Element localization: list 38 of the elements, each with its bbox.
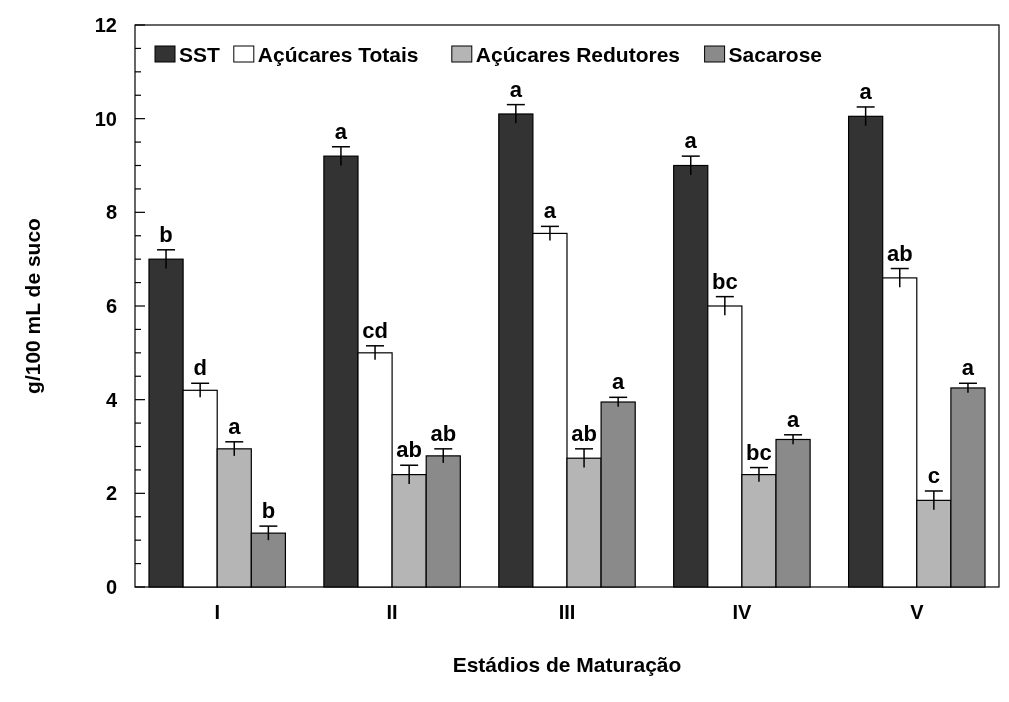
annotation: ab [571,420,597,446]
y-tick-label: 10 [94,107,117,130]
annotation: ab [886,240,913,266]
legend-label: Sacarose [728,43,823,67]
annotation: a [961,355,975,381]
annotation: b [159,221,173,247]
y-tick-label: 8 [105,201,117,224]
annotation: a [684,128,698,154]
y-tick-label: 4 [105,388,118,411]
annotation: ab [396,437,422,463]
annotation: a [786,406,800,432]
x-tick-label: III [558,601,576,623]
annotation: bc [712,268,738,294]
annotation: d [193,355,207,381]
y-axis-title: g/100 mL de suco [21,218,44,394]
x-tick-label: II [386,601,398,623]
annotation: a [228,413,242,439]
annotation: ab [430,420,457,446]
y-tick-label: 6 [105,295,117,317]
x-tick-label: IV [732,601,752,623]
annotation: a [543,198,557,224]
x-tick-label: I [214,601,220,623]
x-tick-label: V [910,601,925,623]
y-tick-label: 12 [94,14,117,36]
y-tick-label: 2 [105,482,117,505]
annotation: b [261,498,276,524]
x-axis-title: Estádios de Maturação [452,653,682,676]
legend-label: SST [179,43,221,67]
legend-label: Açúcares Totais [257,43,419,67]
annotation: c [927,462,940,488]
legend-label: Açúcares Redutores [475,43,681,67]
annotation: a [612,369,626,395]
annotation: a [509,76,523,102]
annotation: a [334,118,348,144]
annotation: cd [362,317,388,343]
annotation: a [859,78,873,104]
y-tick-label: 0 [105,576,117,598]
annotation: bc [746,439,772,465]
